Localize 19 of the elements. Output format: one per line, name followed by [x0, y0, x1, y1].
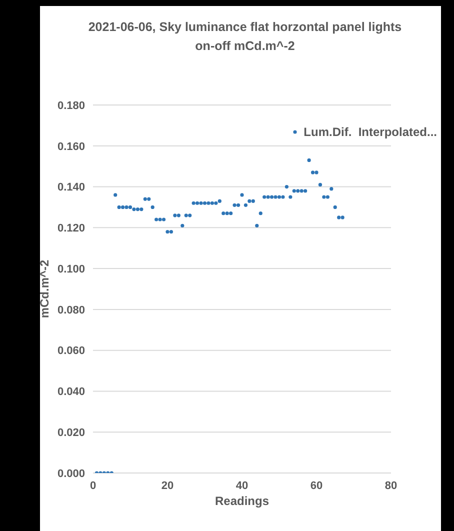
x-axis-title: Readings [214, 494, 270, 508]
legend-label: Lum.Dif. Interpolated... [304, 125, 437, 139]
y-axis-title: mCd.m^-2 [37, 260, 52, 318]
y-tick-label: 0.180 [57, 100, 85, 112]
x-tick-label: 40 [236, 480, 248, 492]
y-tick-label: 0.160 [57, 140, 85, 153]
y-tick-label: 0.120 [57, 222, 85, 235]
y-tick-label: 0.080 [57, 304, 85, 316]
y-tick-label: 0.060 [57, 345, 85, 358]
x-tick-label: 80 [384, 480, 398, 492]
y-tick-label: 0.100 [57, 263, 85, 276]
y-tick-label: 0.040 [57, 386, 85, 398]
y-tick-label: 0.140 [57, 182, 85, 194]
y-tick-label: 0.020 [57, 427, 85, 440]
y-tick-label: 0.000 [57, 468, 85, 480]
x-tick-label: 20 [161, 480, 174, 492]
x-tick-label: 60 [310, 480, 323, 492]
chart-title: 2021-06-06, Sky luminance flat horzontal panel lights on-off mCd.m^-2 [87, 19, 403, 55]
x-tick-label: 0 [90, 480, 96, 492]
